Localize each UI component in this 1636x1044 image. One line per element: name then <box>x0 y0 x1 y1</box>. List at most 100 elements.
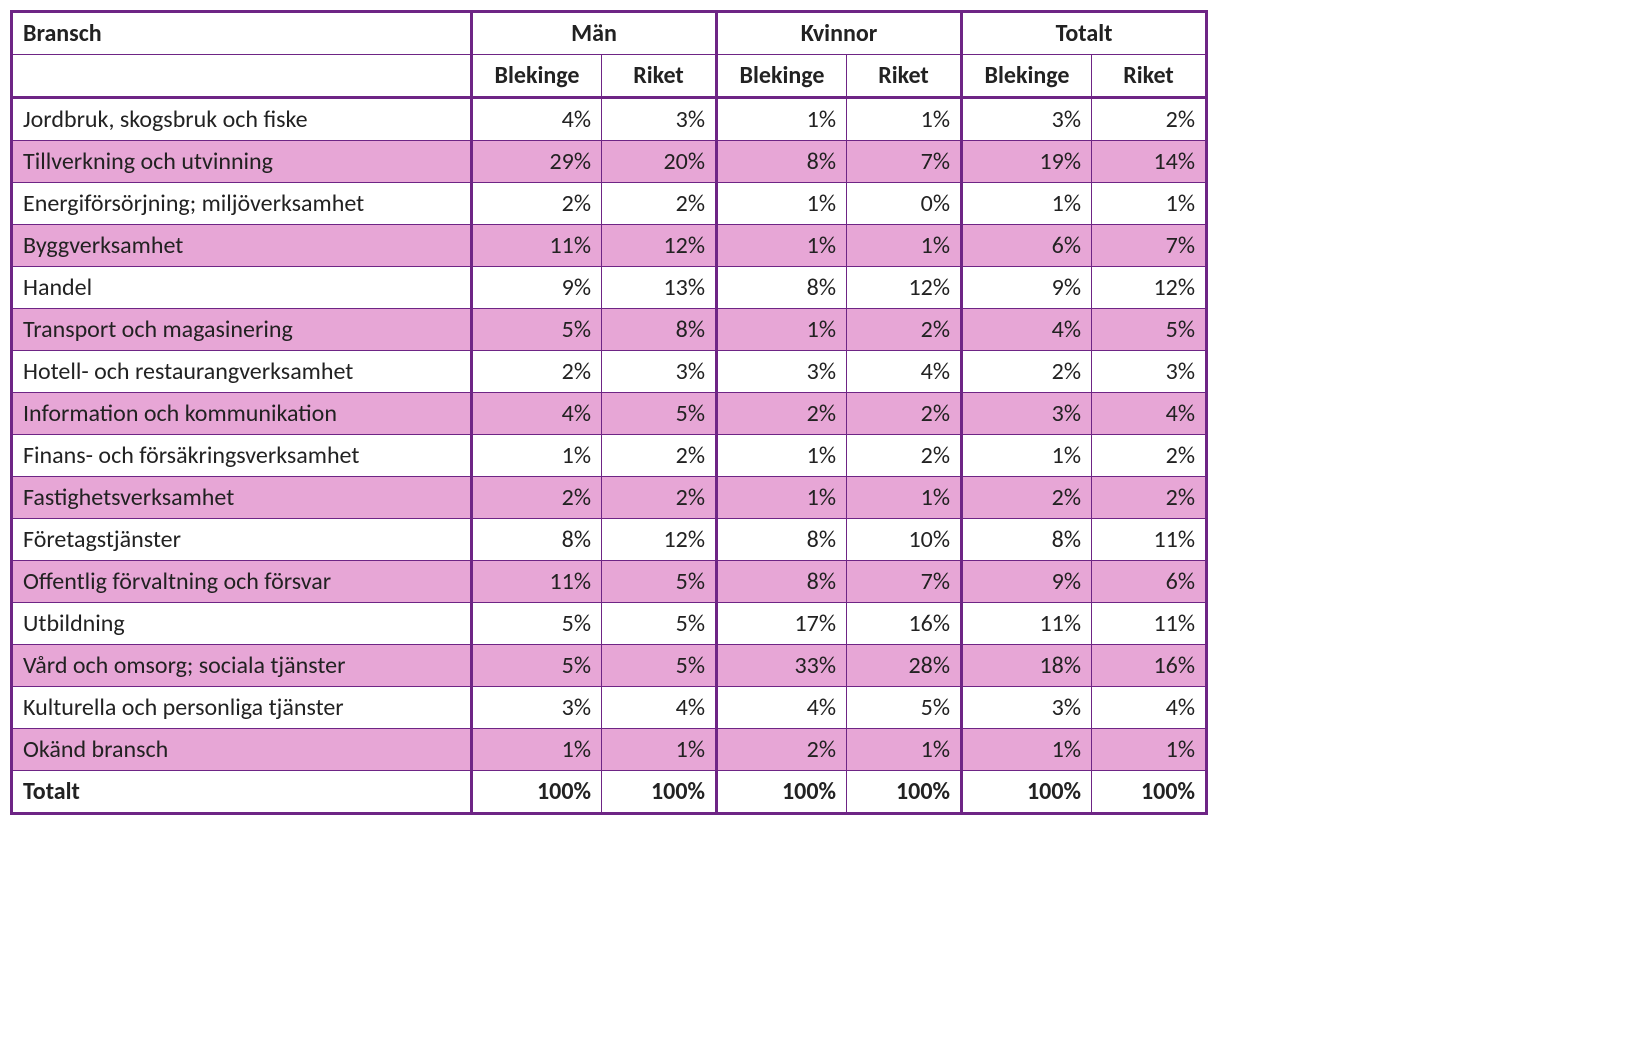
table-row: Offentlig förvaltning och försvar11%5%8%… <box>12 561 1207 603</box>
cell: 4% <box>472 98 602 141</box>
cell: 3% <box>962 393 1092 435</box>
cell: 1% <box>717 98 847 141</box>
cell: 3% <box>962 98 1092 141</box>
cell: 7% <box>1092 225 1207 267</box>
total-cell: 100% <box>472 771 602 814</box>
cell: 5% <box>847 687 962 729</box>
cell: 6% <box>1092 561 1207 603</box>
table-row: Vård och omsorg; sociala tjänster5%5%33%… <box>12 645 1207 687</box>
cell: 0% <box>847 183 962 225</box>
cell: 2% <box>1092 435 1207 477</box>
cell: 5% <box>602 561 717 603</box>
table-row: Kulturella och personliga tjänster3%4%4%… <box>12 687 1207 729</box>
cell: 8% <box>717 267 847 309</box>
row-label: Finans- och försäkringsverksamhet <box>12 435 472 477</box>
cell: 5% <box>472 603 602 645</box>
cell: 20% <box>602 141 717 183</box>
cell: 2% <box>847 309 962 351</box>
cell: 11% <box>1092 519 1207 561</box>
industry-table: BranschMänKvinnorTotalt BlekingeRiketBle… <box>10 10 1208 815</box>
cell: 8% <box>717 141 847 183</box>
cell: 5% <box>472 645 602 687</box>
cell: 12% <box>602 225 717 267</box>
row-label: Kulturella och personliga tjänster <box>12 687 472 729</box>
cell: 2% <box>1092 477 1207 519</box>
cell: 19% <box>962 141 1092 183</box>
cell: 4% <box>962 309 1092 351</box>
cell: 1% <box>717 435 847 477</box>
col-group-1: Kvinnor <box>717 12 962 55</box>
col-sub-2-1: Riket <box>1092 55 1207 98</box>
cell: 29% <box>472 141 602 183</box>
cell: 3% <box>602 98 717 141</box>
row-label: Vård och omsorg; sociala tjänster <box>12 645 472 687</box>
total-label: Totalt <box>12 771 472 814</box>
cell: 11% <box>962 603 1092 645</box>
cell: 11% <box>1092 603 1207 645</box>
row-label: Energiförsörjning; miljöverksamhet <box>12 183 472 225</box>
cell: 7% <box>847 141 962 183</box>
table-row: Handel9%13%8%12%9%12% <box>12 267 1207 309</box>
cell: 10% <box>847 519 962 561</box>
col-header-bransch: Bransch <box>12 12 472 55</box>
cell: 5% <box>1092 309 1207 351</box>
table-row: Utbildning5%5%17%16%11%11% <box>12 603 1207 645</box>
cell: 2% <box>962 351 1092 393</box>
row-label: Transport och magasinering <box>12 309 472 351</box>
cell: 6% <box>962 225 1092 267</box>
cell: 1% <box>962 183 1092 225</box>
cell: 12% <box>1092 267 1207 309</box>
cell: 17% <box>717 603 847 645</box>
table-row: Information och kommunikation4%5%2%2%3%4… <box>12 393 1207 435</box>
table-row: Transport och magasinering5%8%1%2%4%5% <box>12 309 1207 351</box>
row-label: Offentlig förvaltning och försvar <box>12 561 472 603</box>
cell: 1% <box>847 98 962 141</box>
cell: 1% <box>717 183 847 225</box>
cell: 7% <box>847 561 962 603</box>
cell: 1% <box>717 477 847 519</box>
cell: 3% <box>602 351 717 393</box>
cell: 1% <box>602 729 717 771</box>
cell: 14% <box>1092 141 1207 183</box>
cell: 1% <box>847 729 962 771</box>
cell: 2% <box>962 477 1092 519</box>
total-cell: 100% <box>1092 771 1207 814</box>
cell: 11% <box>472 225 602 267</box>
cell: 12% <box>602 519 717 561</box>
cell: 1% <box>847 477 962 519</box>
cell: 9% <box>472 267 602 309</box>
cell: 3% <box>962 687 1092 729</box>
cell: 13% <box>602 267 717 309</box>
table-row: Energiförsörjning; miljöverksamhet2%2%1%… <box>12 183 1207 225</box>
col-group-0: Män <box>472 12 717 55</box>
row-label: Handel <box>12 267 472 309</box>
cell: 5% <box>602 393 717 435</box>
cell: 2% <box>602 477 717 519</box>
cell: 2% <box>717 393 847 435</box>
cell: 2% <box>717 729 847 771</box>
col-header-empty <box>12 55 472 98</box>
cell: 8% <box>717 519 847 561</box>
row-label: Jordbruk, skogsbruk och fiske <box>12 98 472 141</box>
cell: 2% <box>847 393 962 435</box>
table-row: Jordbruk, skogsbruk och fiske4%3%1%1%3%2… <box>12 98 1207 141</box>
table-row: Företagstjänster8%12%8%10%8%11% <box>12 519 1207 561</box>
row-label: Fastighetsverksamhet <box>12 477 472 519</box>
total-cell: 100% <box>717 771 847 814</box>
table-row: Fastighetsverksamhet2%2%1%1%2%2% <box>12 477 1207 519</box>
cell: 2% <box>472 351 602 393</box>
col-sub-1-0: Blekinge <box>717 55 847 98</box>
table-row: Finans- och försäkringsverksamhet1%2%1%2… <box>12 435 1207 477</box>
total-row: Totalt100%100%100%100%100%100% <box>12 771 1207 814</box>
total-cell: 100% <box>962 771 1092 814</box>
cell: 2% <box>472 477 602 519</box>
cell: 33% <box>717 645 847 687</box>
cell: 9% <box>962 267 1092 309</box>
cell: 5% <box>602 603 717 645</box>
cell: 2% <box>1092 98 1207 141</box>
total-cell: 100% <box>847 771 962 814</box>
cell: 1% <box>717 225 847 267</box>
cell: 1% <box>962 729 1092 771</box>
cell: 4% <box>1092 687 1207 729</box>
cell: 4% <box>717 687 847 729</box>
